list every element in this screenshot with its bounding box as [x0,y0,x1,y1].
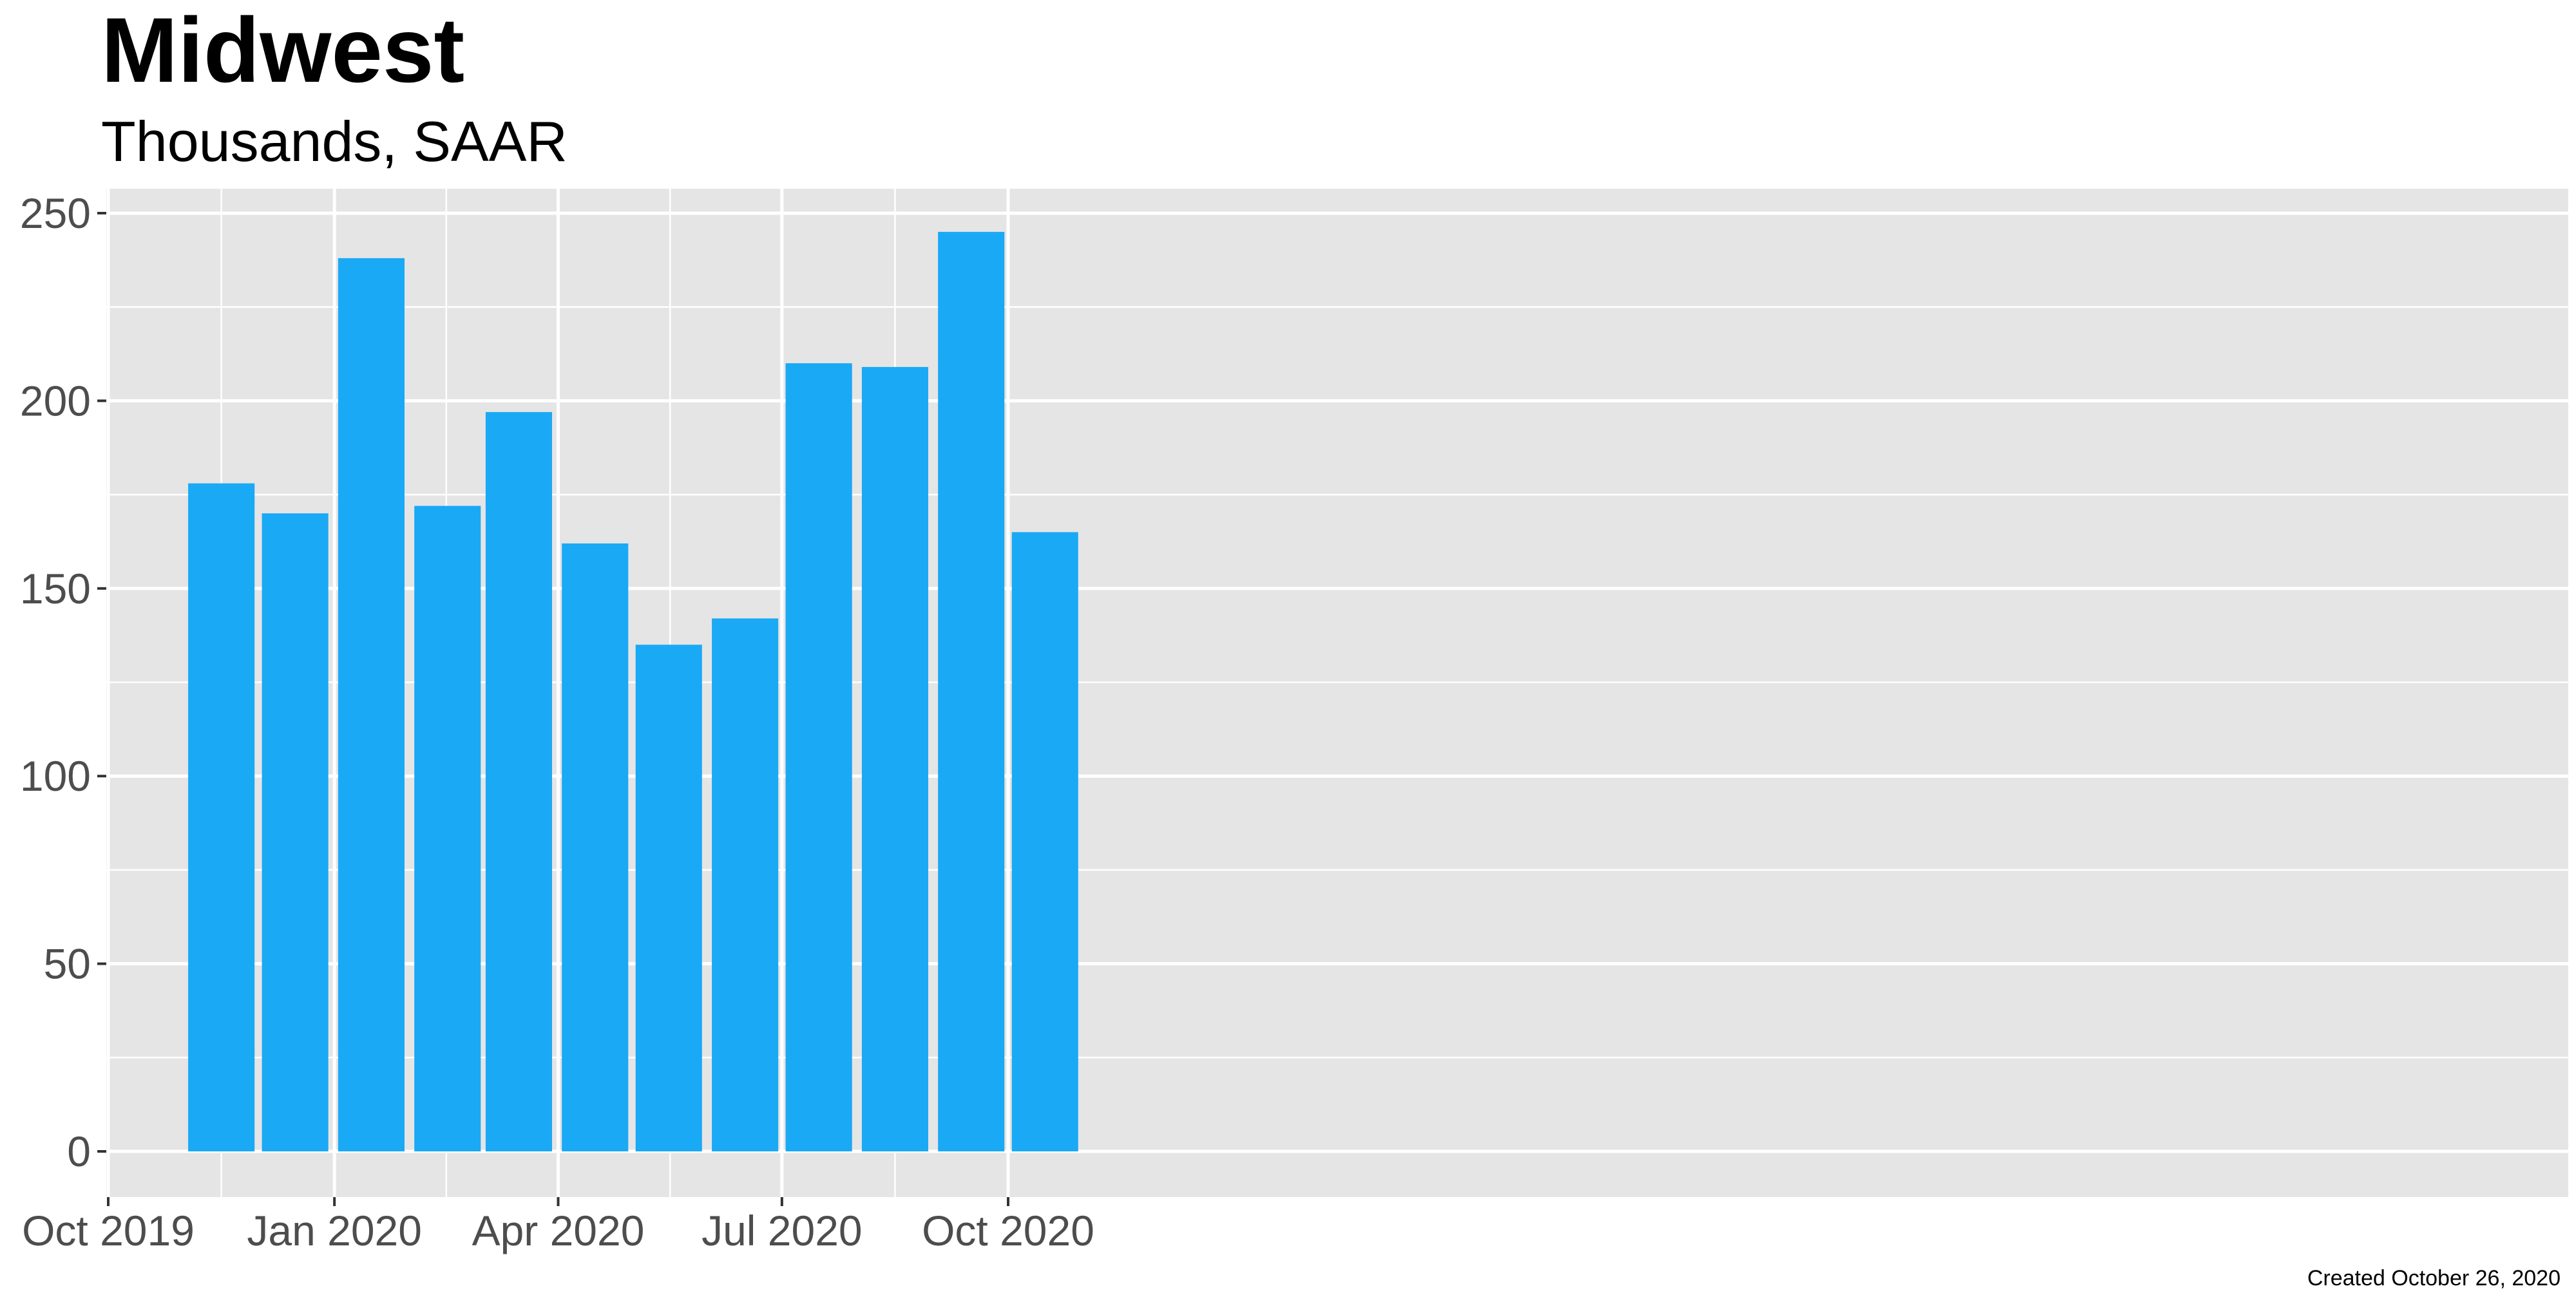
bar [562,543,629,1151]
y-tick-label: 100 [20,752,91,800]
bar [861,366,928,1151]
bar [485,411,552,1151]
bar [635,645,702,1151]
bar [262,513,329,1151]
axis-ticks [97,212,1010,1206]
y-tick-label: 50 [44,940,91,988]
y-tick-label: 0 [67,1128,91,1175]
bar [414,506,481,1151]
bar [1011,532,1078,1151]
chart-subtitle: Thousands, SAAR [101,109,568,173]
bar [338,258,405,1151]
bar [938,232,1005,1152]
bar [712,618,779,1151]
bars [188,232,1078,1152]
bar [785,363,852,1151]
x-tick-label: Jul 2020 [701,1207,863,1254]
x-tick-label: Oct 2019 [22,1207,195,1254]
y-tick-label: 200 [20,377,91,424]
x-tick-label: Oct 2020 [922,1207,1094,1254]
y-axis-tick-labels: 0 50 100 150 200 250 [20,189,91,1175]
y-tick-label: 150 [20,565,91,612]
y-tick-label: 250 [20,189,91,237]
chart-caption: Created October 26, 2020 [2307,1266,2561,1290]
bar [188,483,255,1151]
x-tick-label: Jan 2020 [247,1207,422,1254]
x-axis-tick-labels: Oct 2019 Jan 2020 Apr 2020 Jul 2020 Oct 2020 [22,1207,1094,1254]
chart-title: Midwest [101,0,464,102]
x-tick-label: Apr 2020 [472,1207,645,1254]
